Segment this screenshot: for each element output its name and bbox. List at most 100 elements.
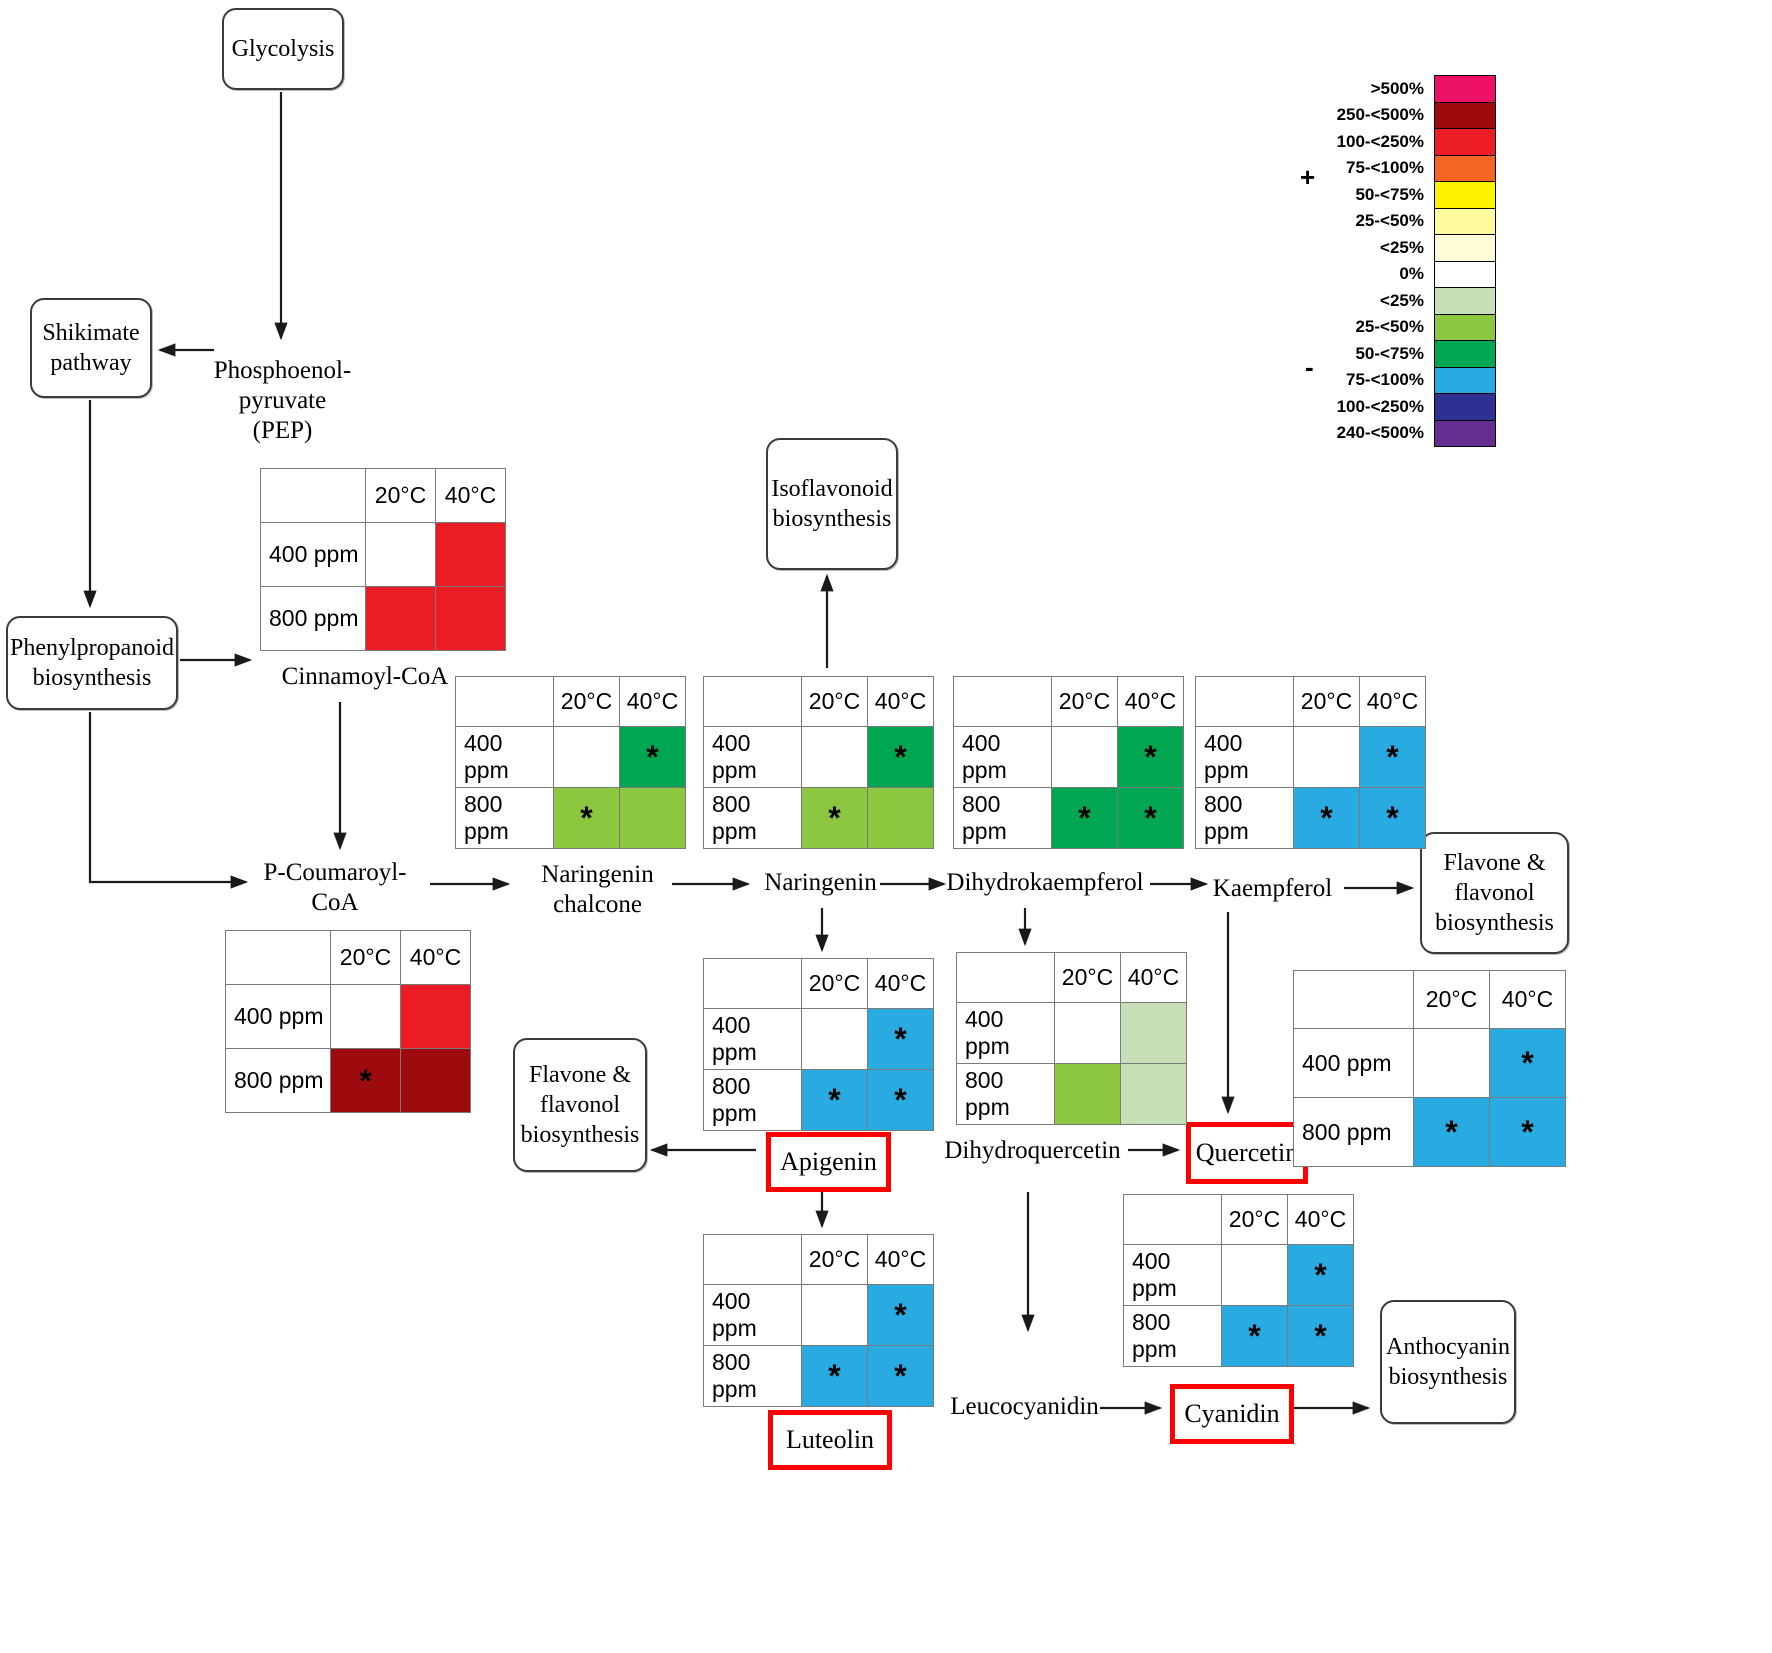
heatmap-naringenin: 20°C 40°C 400 ppm * 800 ppm * xyxy=(703,676,934,849)
heatmap-col-header: 20°C xyxy=(802,677,868,727)
legend-entry: 0% xyxy=(1289,260,1496,288)
heatmap-row-header: 400 ppm xyxy=(954,727,1052,788)
legend-swatch-yellow xyxy=(1434,181,1496,209)
heatmap-cell-blue: * xyxy=(1360,727,1426,788)
heatmap-row-header: 800 ppm xyxy=(957,1064,1055,1125)
heatmap-cell-blue: * xyxy=(868,1009,934,1070)
heatmap-cell-white xyxy=(554,727,620,788)
heatmap-col-header: 40°C xyxy=(401,931,471,985)
label-p-coumaroyl-coa: P-Coumaroyl- CoA xyxy=(263,859,407,916)
label-naringenin: Naringenin xyxy=(764,869,877,896)
node-anthocyanin-biosynthesis: Anthocyanin biosynthesis xyxy=(1380,1300,1516,1424)
legend-swatch-pale_yellow xyxy=(1434,234,1496,262)
legend-label: 50-<75% xyxy=(1355,343,1424,363)
heatmap-cell-dark_green: * xyxy=(620,727,686,788)
legend-label: >500% xyxy=(1370,78,1424,98)
legend-label: 75-<100% xyxy=(1346,370,1424,390)
heatmap-cell-red xyxy=(401,985,471,1049)
heatmap-cell-red xyxy=(366,587,436,651)
heatmap-cell-blue: * xyxy=(868,1346,934,1407)
heatmap-corner-cell xyxy=(704,959,802,1009)
heatmap-row-header: 800 ppm xyxy=(704,1070,802,1131)
heatmap-col-header: 40°C xyxy=(868,959,934,1009)
heatmap-cell-dark_green: * xyxy=(1118,727,1184,788)
heatmap-cell-blue: * xyxy=(802,1070,868,1131)
heatmap-col-header: 20°C xyxy=(1055,953,1121,1003)
heatmap-cell-blue: * xyxy=(1490,1029,1566,1098)
legend-label: <25% xyxy=(1380,290,1424,310)
heatmap-cell-blue: * xyxy=(1288,1306,1354,1367)
legend-label: 25-<50% xyxy=(1355,211,1424,231)
heatmap-col-header: 20°C xyxy=(1414,971,1490,1029)
heatmap-col-header: 40°C xyxy=(620,677,686,727)
heatmap-row-header: 800 ppm xyxy=(704,1346,802,1407)
heatmap-row-header: 400 ppm xyxy=(704,1285,802,1346)
legend: + - >500% 250-<500% 100-<250% 75-<100% 50-<7… xyxy=(1289,75,1504,466)
legend-swatch-dark_blue xyxy=(1434,393,1496,421)
heatmap-row-header: 800 ppm xyxy=(704,788,802,849)
heatmap-cell-blue: * xyxy=(1294,788,1360,849)
heatmap-cell-dark_red: * xyxy=(331,1049,401,1113)
heatmap-corner-cell xyxy=(957,953,1055,1003)
heatmap-cell-dark_green: * xyxy=(1052,788,1118,849)
heatmap-cyanidin: 20°C 40°C 400 ppm * 800 ppm * * xyxy=(1123,1194,1354,1367)
heatmap-corner-cell xyxy=(704,1235,802,1285)
label-naringenin-chalcone: Naringenin chalcone xyxy=(541,861,654,918)
heatmap-cell-blue: * xyxy=(868,1285,934,1346)
legend-label: <25% xyxy=(1380,237,1424,257)
heatmap-cell-light_green: * xyxy=(554,788,620,849)
legend-swatch-red xyxy=(1434,128,1496,156)
legend-entry: 250-<500% xyxy=(1289,101,1496,129)
legend-entry: <25% xyxy=(1289,234,1496,262)
heatmap-col-header: 20°C xyxy=(366,469,436,523)
legend-entry: 25-<50% xyxy=(1289,207,1496,235)
heatmap-col-header: 20°C xyxy=(802,1235,868,1285)
heatmap-cell-blue: * xyxy=(868,1070,934,1131)
heatmap-col-header: 20°C xyxy=(554,677,620,727)
heatmap-cell-white xyxy=(366,523,436,587)
heatmap-cell-blue: * xyxy=(1222,1306,1288,1367)
heatmap-row-header: 400 ppm xyxy=(704,1009,802,1070)
node-isoflavonoid-biosynthesis: Isoflavonoid biosynthesis xyxy=(766,438,898,570)
heatmap-naringenin-chalcone: 20°C 40°C 400 ppm * 800 ppm * xyxy=(455,676,686,849)
heatmap-cell-light_green xyxy=(620,788,686,849)
heatmap-corner-cell xyxy=(226,931,331,985)
heatmap-row-header: 400 ppm xyxy=(1124,1245,1222,1306)
heatmap-cell-dark_green: * xyxy=(868,727,934,788)
heatmap-col-header: 40°C xyxy=(436,469,506,523)
label-kaempferol: Kaempferol xyxy=(1212,875,1333,902)
heatmap-cell-white xyxy=(1414,1029,1490,1098)
label-cyanidin-highlight: Cyanidin xyxy=(1170,1384,1294,1444)
legend-swatch-light_yellow xyxy=(1434,207,1496,235)
heatmap-row-header: 800 ppm xyxy=(954,788,1052,849)
legend-scale: >500% 250-<500% 100-<250% 75-<100% 50-<75% 25… xyxy=(1289,75,1496,447)
node-flavone-flavonol-biosynthesis-left: Flavone & flavonol biosynthesis xyxy=(513,1038,647,1172)
heatmap-col-header: 20°C xyxy=(802,959,868,1009)
legend-label: 100-<250% xyxy=(1336,396,1424,416)
heatmap-col-header: 40°C xyxy=(868,1235,934,1285)
heatmap-corner-cell xyxy=(954,677,1052,727)
legend-label: 25-<50% xyxy=(1355,317,1424,337)
heatmap-row-header: 800 ppm xyxy=(1124,1306,1222,1367)
heatmap-dihydrokaempferol: 20°C 40°C 400 ppm * 800 ppm * * xyxy=(953,676,1184,849)
heatmap-luteolin: 20°C 40°C 400 ppm * 800 ppm * * xyxy=(703,1234,934,1407)
legend-entry: 75-<100% xyxy=(1289,366,1496,394)
heatmap-cell-blue: * xyxy=(1288,1245,1354,1306)
heatmap-cell-blue: * xyxy=(1490,1098,1566,1167)
node-flavone-flavonol-biosynthesis-right: Flavone & flavonol biosynthesis xyxy=(1420,832,1569,954)
node-shikimate-pathway: Shikimate pathway xyxy=(30,298,152,398)
heatmap-row-header: 800 ppm xyxy=(456,788,554,849)
node-glycolysis: Glycolysis xyxy=(222,8,344,90)
heatmap-cinnamoyl-coa: 20°C 40°C 400 ppm 800 ppm xyxy=(260,468,506,651)
heatmap-cell-blue: * xyxy=(1360,788,1426,849)
legend-swatch-white xyxy=(1434,260,1496,288)
heatmap-corner-cell xyxy=(261,469,366,523)
heatmap-cell-pale_green xyxy=(1121,1064,1187,1125)
heatmap-cell-pale_green xyxy=(1121,1003,1187,1064)
label-cinnamoyl-coa: Cinnamoyl-CoA xyxy=(281,663,449,690)
heatmap-cell-blue: * xyxy=(802,1346,868,1407)
heatmap-cell-white xyxy=(1222,1245,1288,1306)
heatmap-corner-cell xyxy=(1294,971,1414,1029)
heatmap-row-header: 400 ppm xyxy=(704,727,802,788)
heatmap-cell-dark_green: * xyxy=(1118,788,1184,849)
